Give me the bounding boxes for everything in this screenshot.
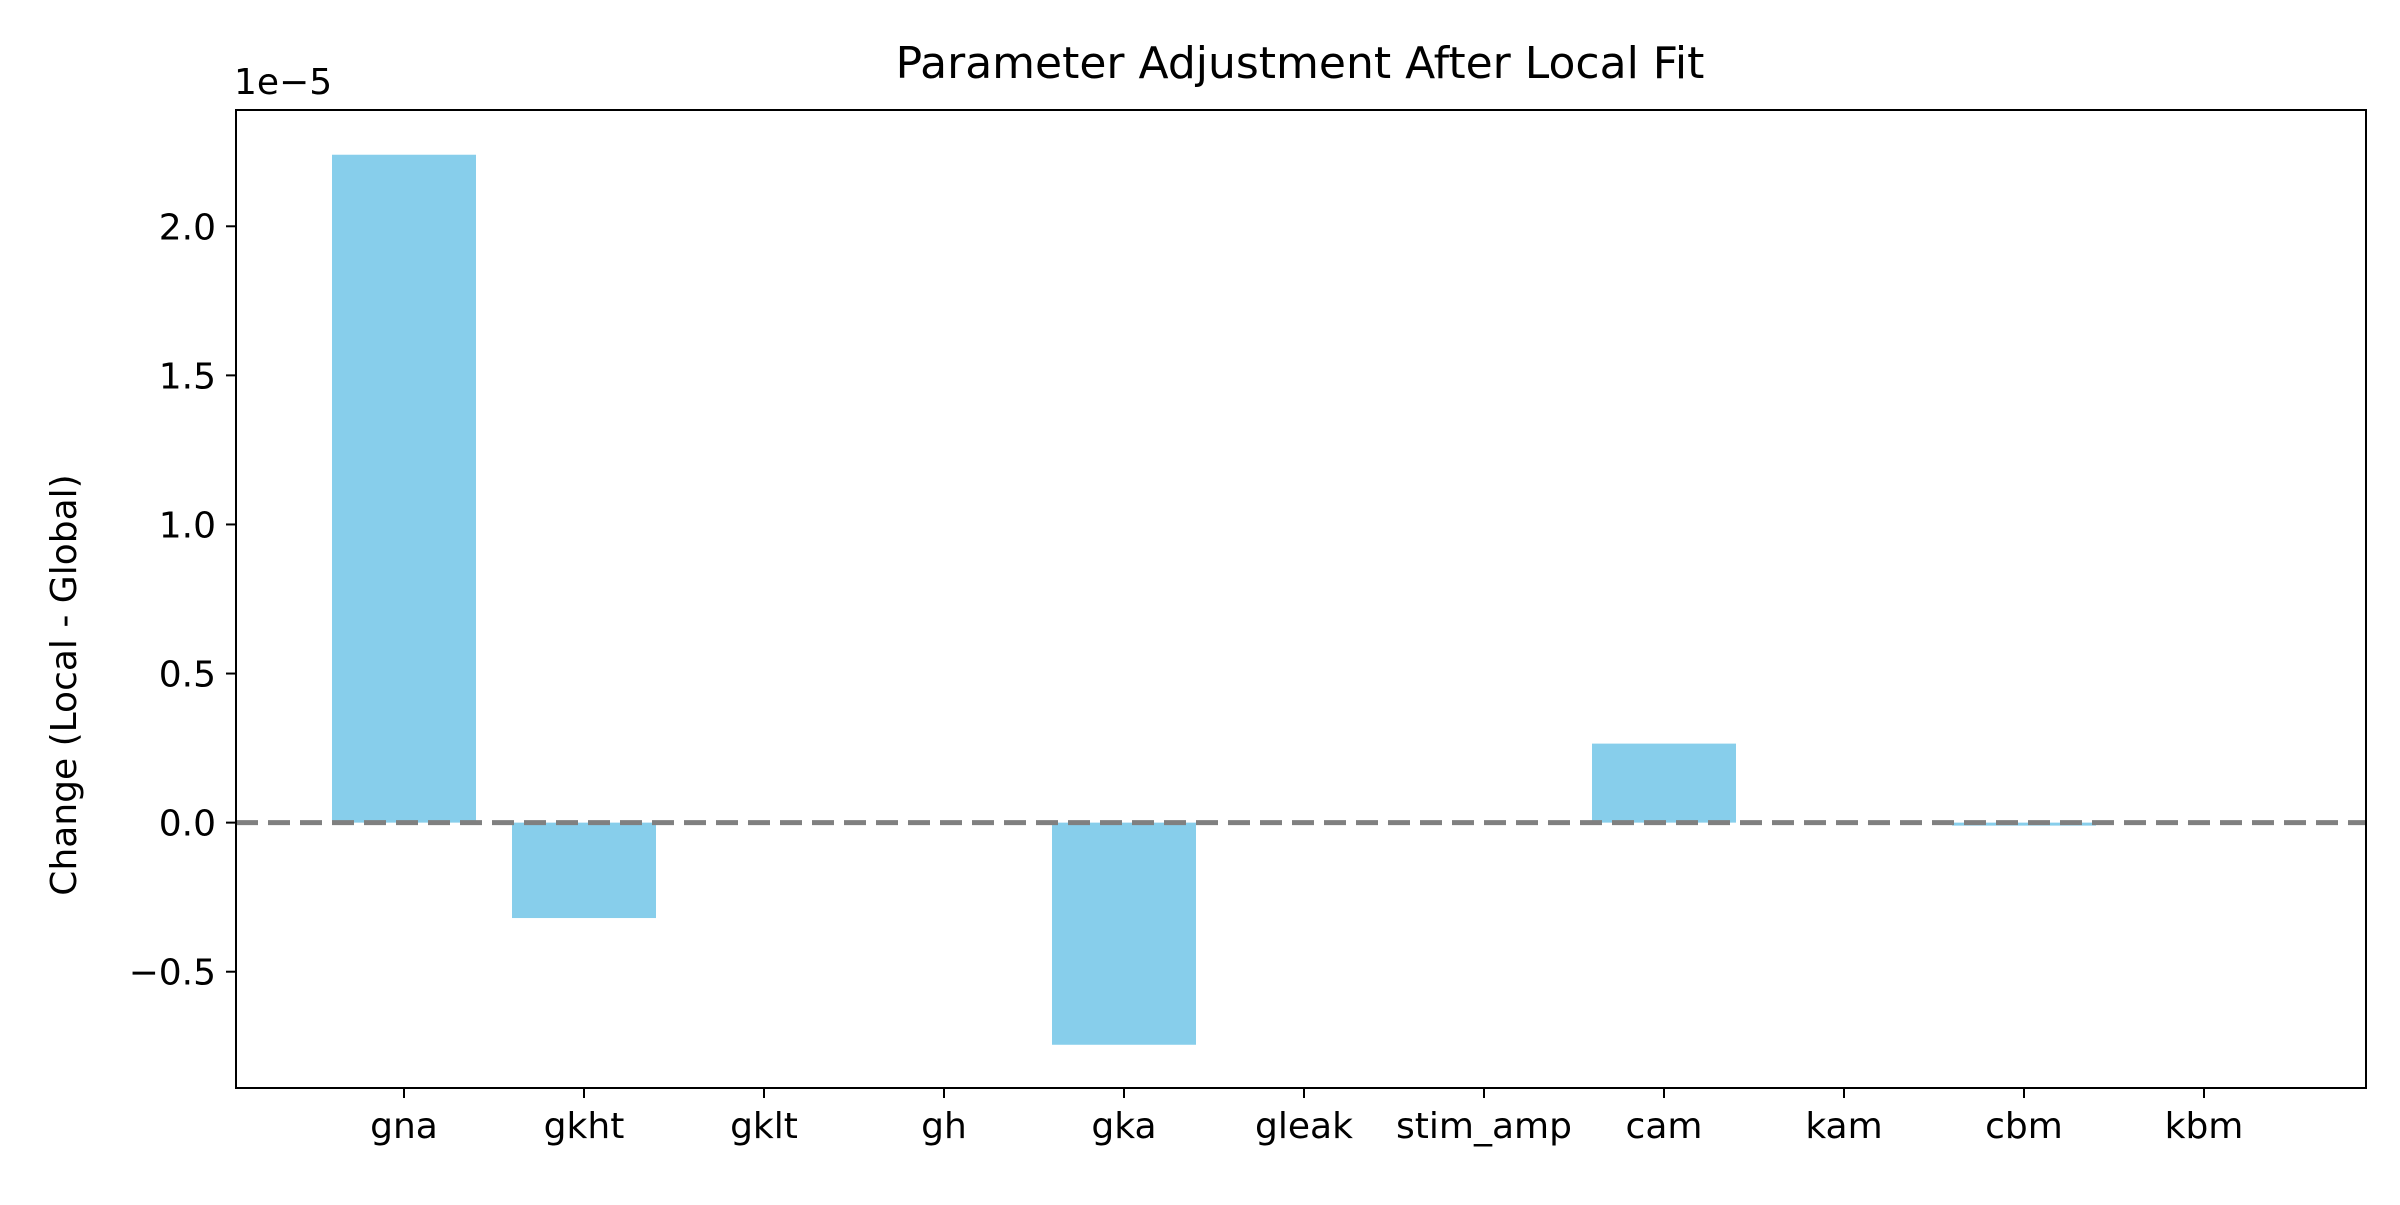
x-tick-label: gkht bbox=[544, 1106, 625, 1147]
x-tick-label: cbm bbox=[1985, 1106, 2063, 1147]
bar-cam bbox=[1592, 743, 1736, 823]
y-tick-label: 2.0 bbox=[159, 207, 216, 248]
y-axis-offset-label: 1e−5 bbox=[234, 62, 332, 103]
x-tick-label: kbm bbox=[2165, 1106, 2244, 1147]
y-tick-label: 0.0 bbox=[159, 804, 216, 845]
x-tick-label: gna bbox=[370, 1106, 438, 1147]
y-tick-label: 1.0 bbox=[159, 505, 216, 546]
y-tick-label: 1.5 bbox=[159, 356, 216, 397]
y-tick-label: 0.5 bbox=[159, 655, 216, 696]
bars-layer bbox=[332, 154, 2096, 1045]
ticks-layer: gna gkht gklt gh gka gleak stim_amp cam kam cbm kb… bbox=[129, 207, 2244, 1147]
x-tick-label: gleak bbox=[1255, 1106, 1353, 1147]
x-tick-label: stim_amp bbox=[1396, 1106, 1572, 1147]
x-tick-label: cam bbox=[1626, 1106, 1703, 1147]
bar-gka bbox=[1052, 822, 1196, 1045]
x-tick-label: kam bbox=[1805, 1106, 1882, 1147]
bar-gna bbox=[332, 154, 476, 823]
x-tick-label: gh bbox=[921, 1106, 967, 1147]
plot-area-frame bbox=[235, 109, 2367, 1089]
chart-title: Parameter Adjustment After Local Fit bbox=[896, 38, 1705, 89]
bar-gkht bbox=[512, 822, 656, 919]
x-tick-label: gka bbox=[1091, 1106, 1156, 1147]
y-axis-label: Change (Local - Global) bbox=[44, 474, 85, 895]
bar-cbm bbox=[1952, 822, 2096, 826]
x-tick-label: gklt bbox=[730, 1106, 798, 1147]
y-tick-label: −0.5 bbox=[129, 953, 216, 994]
